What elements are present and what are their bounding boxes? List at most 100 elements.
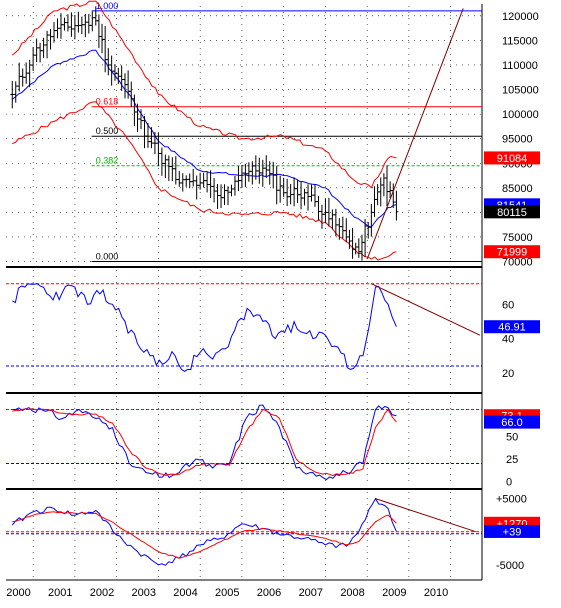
ohlc-bar (309, 184, 314, 202)
fib-level-label: 0.618 (96, 97, 119, 107)
ohlc-bar (372, 186, 377, 217)
ohlc-bar (52, 22, 57, 43)
ohlc-bar (292, 177, 297, 207)
ohlc-bar (208, 170, 213, 198)
ohlc-bar (86, 13, 91, 34)
x-tick-label: 2003 (132, 587, 156, 599)
x-tick-label: 2008 (340, 587, 364, 599)
ohlc-bar (198, 172, 203, 190)
ohlc-bar (41, 37, 46, 58)
ohlc-bar (260, 159, 265, 187)
ohlc-bar (45, 30, 50, 59)
price-trendline (366, 8, 464, 260)
price-tick-label: 115000 (502, 35, 538, 47)
ohlc-bar (129, 81, 134, 108)
ohlc-bar (177, 170, 182, 187)
price-value-tag-box (484, 205, 540, 219)
ohlc-bar (13, 81, 18, 103)
ohlc-bar (48, 29, 53, 50)
ohlc-bar (34, 38, 39, 63)
rsi-tick-label: 20 (502, 368, 514, 380)
ohlc-bar (246, 162, 251, 182)
stoch-d-line (12, 408, 397, 477)
price-tick-label: 120000 (502, 11, 539, 23)
ohlc-bar (229, 184, 234, 197)
ohlc-bar (302, 188, 307, 206)
price-tick-label: 105000 (502, 85, 539, 97)
ohlc-bar (274, 165, 279, 205)
stoch-tick-label: 50 (506, 432, 518, 444)
ohlc-bar (378, 177, 383, 207)
ohlc-bar (316, 196, 321, 221)
ohlc-bar (31, 46, 36, 71)
ohlc-bar (184, 175, 189, 187)
ohlc-bar (163, 154, 168, 179)
ohlc-bar (191, 168, 196, 187)
ohlc-bar (212, 178, 217, 203)
ohlc-bar (369, 204, 374, 237)
x-tick-label: 2001 (48, 587, 72, 599)
rsi-value-tag-box (484, 320, 540, 334)
ohlc-bar (288, 184, 293, 205)
ohlc-bar (17, 62, 22, 92)
price-value-tag-label: 80115 (497, 207, 527, 219)
price-value-tag-box (484, 245, 540, 259)
ohlc-bar (225, 186, 230, 206)
ohlc-bar (375, 184, 380, 206)
ohlc-bar (173, 156, 178, 185)
ohlc-bar (257, 157, 262, 184)
ohlc-bar (356, 238, 361, 258)
rsi-trendline (371, 283, 481, 336)
ohlc-bar (232, 175, 237, 196)
ohlc-bar (340, 216, 345, 239)
stoch-value-tag-label: 66.0 (501, 417, 522, 429)
price-value-tag-box (484, 151, 540, 165)
ohlc-bar (62, 17, 67, 31)
ohlc-bar (337, 218, 342, 240)
ohlc-bar (72, 14, 77, 40)
stoch-k-line (12, 404, 397, 481)
x-tick-label: 2002 (90, 587, 114, 599)
ohlc-bar (135, 103, 140, 132)
stoch-tick-label: 25 (506, 454, 518, 466)
price-tick-label: 95000 (502, 134, 533, 146)
fib-level-label: 0.000 (96, 252, 119, 262)
ohlc-bar (319, 204, 324, 229)
ohlc-bar (79, 16, 84, 35)
fib-level-label: 1.000 (96, 1, 119, 11)
ohlc-bar (76, 11, 81, 33)
ohlc-bar (323, 198, 328, 224)
price-tick-label: 110000 (502, 60, 538, 72)
ohlc-bar (239, 164, 244, 189)
rsi-line (12, 283, 397, 372)
macd-tick-label: -5000 (496, 560, 524, 572)
ohlc-bar (149, 127, 154, 149)
ohlc-bar (152, 132, 157, 155)
ohlc-bar (385, 165, 390, 207)
ohlc-bar (156, 132, 161, 167)
price-tick-label: 85000 (502, 183, 533, 195)
price-tick-label: 70000 (502, 257, 533, 269)
ohlc-bar (281, 177, 286, 197)
x-tick-label: 2006 (257, 587, 281, 599)
ohlc-bar (201, 172, 206, 188)
ohlc-bar (65, 14, 70, 32)
stoch-value-tag-box (484, 415, 540, 429)
ohlc-bar (58, 13, 63, 39)
ohlc-bar (285, 178, 290, 207)
ohlc-bar (236, 166, 241, 192)
price-tick-label: 75000 (502, 232, 533, 244)
bollinger-upper-line (11, 0, 397, 189)
ohlc-bar (103, 25, 108, 73)
ohlc-bar (359, 234, 364, 261)
ohlc-bar (100, 23, 105, 54)
ohlc-bar (24, 62, 29, 84)
ohlc-bar (10, 80, 15, 109)
macd-line (11, 497, 397, 566)
ohlc-bar (159, 147, 164, 176)
ohlc-bar (132, 94, 137, 127)
ohlc-bar (394, 190, 399, 221)
rsi-tick-label: 40 (502, 334, 514, 346)
ohlc-bar (278, 175, 283, 203)
ohlc-bar (306, 184, 311, 211)
